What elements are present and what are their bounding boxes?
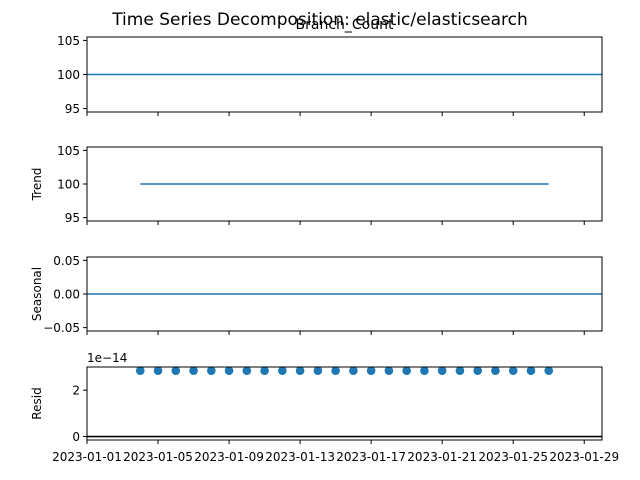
resid-point xyxy=(366,366,376,376)
y-axis-label: Seasonal xyxy=(30,267,44,321)
x-tick-label: 2023-01-25 xyxy=(478,450,548,464)
panel-2: 95 100 105 Trend xyxy=(30,144,603,225)
resid-point xyxy=(544,366,554,376)
resid-point xyxy=(491,366,500,376)
y-axis-label: Trend xyxy=(30,168,44,202)
resid-point xyxy=(473,366,482,376)
y-tick-label: 95 xyxy=(65,102,80,116)
resid-point xyxy=(153,366,163,376)
axes-frame xyxy=(86,366,603,441)
y-axis-label: Resid xyxy=(30,387,44,419)
resid-point xyxy=(331,366,340,376)
resid-point xyxy=(207,366,216,376)
panel-title: Branch_Count xyxy=(296,17,394,33)
x-tick-label: 2023-01-17 xyxy=(336,450,406,464)
panel-3: −0.05 0.00 0.05 Seasonal xyxy=(30,254,603,335)
y-tick-label: 100 xyxy=(57,178,80,192)
y-tick-label: 0.05 xyxy=(53,254,80,268)
resid-point xyxy=(455,366,465,376)
resid-point xyxy=(508,366,518,376)
figure-title: Time Series Decomposition: elastic/elast… xyxy=(111,10,528,30)
resid-point xyxy=(171,366,181,376)
resid-point xyxy=(260,366,269,376)
resid-point xyxy=(437,366,447,376)
y-tick-label: 0 xyxy=(72,430,80,444)
y-offset-label: 1e−14 xyxy=(87,351,127,365)
resid-point xyxy=(420,366,429,376)
resid-point xyxy=(402,366,411,376)
resid-point xyxy=(189,366,198,376)
x-tick-label: 2023-01-21 xyxy=(407,450,477,464)
resid-point xyxy=(242,366,252,376)
y-tick-label: 105 xyxy=(57,144,80,158)
resid-point xyxy=(224,366,234,376)
y-tick-label: 105 xyxy=(57,34,80,48)
resid-point xyxy=(278,366,287,376)
resid-point xyxy=(384,366,394,376)
y-tick-label: 100 xyxy=(57,68,80,82)
x-tick-label: 2023-01-09 xyxy=(194,450,264,464)
resid-point xyxy=(349,366,358,376)
panel-1: 95 100 105 Branch_Count xyxy=(57,17,603,116)
y-tick-label: −0.05 xyxy=(43,321,80,335)
y-tick-label: 2 xyxy=(72,384,80,398)
resid-point xyxy=(135,366,145,376)
x-tick-label: 2023-01-01 xyxy=(52,450,122,464)
x-tick-label: 2023-01-05 xyxy=(123,450,193,464)
x-tick-label: 2023-01-13 xyxy=(265,450,335,464)
resid-point xyxy=(295,366,305,376)
y-tick-label: 95 xyxy=(65,211,80,225)
y-tick-label: 0.00 xyxy=(53,288,80,302)
resid-point xyxy=(313,366,323,376)
resid-point xyxy=(526,366,536,376)
x-tick-label: 2023-01-29 xyxy=(549,450,619,464)
